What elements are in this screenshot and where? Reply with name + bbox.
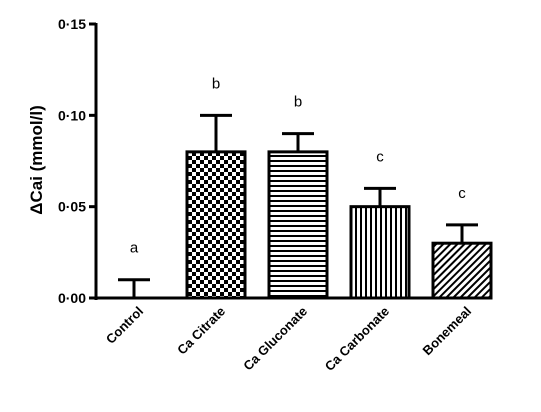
bar [267,150,329,300]
bars [185,150,493,300]
bar [349,205,411,300]
y-tick-label: 0·00 [58,290,86,306]
significance-label: b [212,75,220,92]
significance-label: a [130,240,139,257]
y-tick-label: 0·05 [58,199,86,215]
category-label: Ca Carbonate [322,304,392,374]
y-axis-title: ΔCai (mmol/l) [27,105,46,215]
category-label: Ca Citrate [174,304,228,358]
category-label: Bonemeal [420,304,475,359]
y-tick-label: 0·10 [58,107,86,123]
significance-label: b [294,94,302,111]
bar [185,150,247,300]
category-label: Control [103,304,146,347]
bar [431,241,493,300]
significance-label: c [376,148,384,165]
significance-labels: a b b c c [130,75,466,256]
y-axis: 0·00 0·05 0·10 0·15 [58,16,98,306]
y-tick-label: 0·15 [58,16,86,32]
significance-label: c [458,185,466,202]
category-labels: Control Ca Citrate Ca Gluconate Ca Carbonat… [103,304,474,374]
error-bars [118,113,478,298]
category-label: Ca Gluconate [240,304,310,374]
